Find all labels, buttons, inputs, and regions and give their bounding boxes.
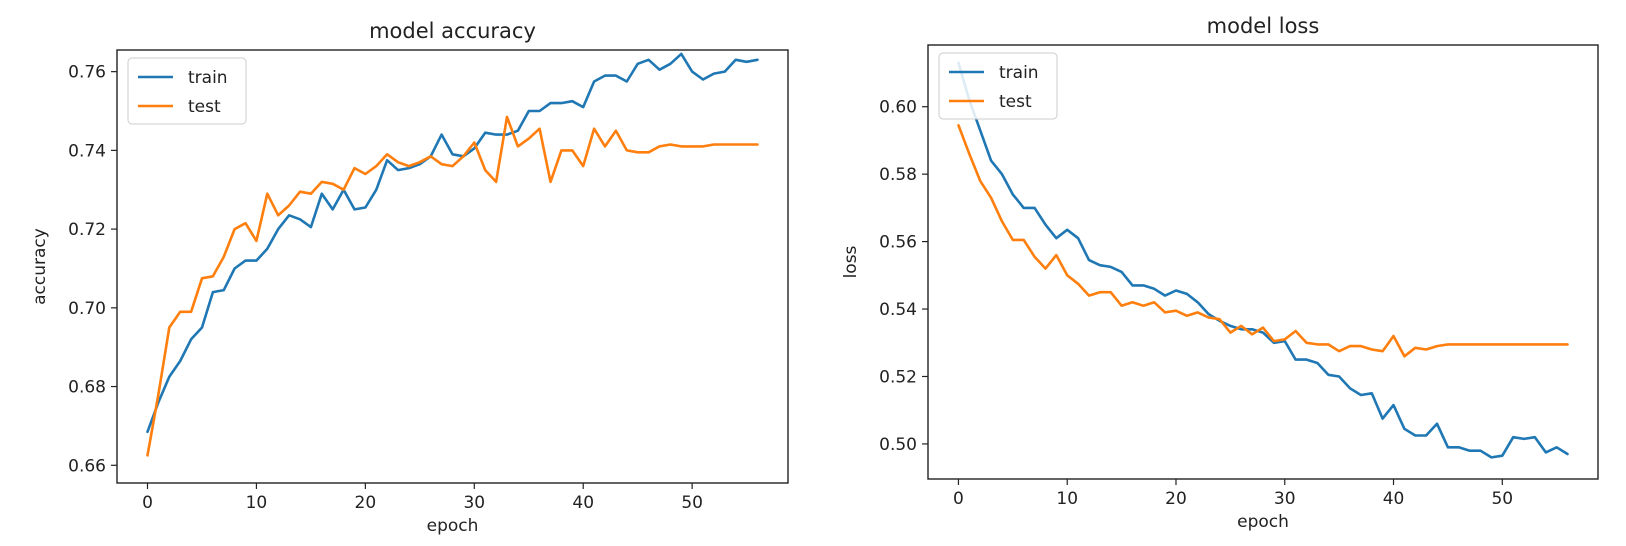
y-tick-label: 0.60 [879, 98, 917, 118]
legend-label-test: test [999, 92, 1032, 112]
x-tick-label: 20 [1165, 489, 1187, 509]
y-tick-label: 0.76 [68, 63, 106, 83]
chart-title: model loss [1207, 14, 1320, 38]
legend-box [127, 57, 247, 125]
chart-panel-1: model accuracy 0 10 20 30 40 50 0.66 0.68 0.70 0.7… [30, 19, 789, 536]
series-line-train [146, 52, 759, 434]
y-tick-label: 0.66 [68, 456, 106, 476]
y-tick-label: 0.68 [68, 378, 106, 398]
y-tick-label: 0.74 [68, 141, 106, 161]
y-axis-label: loss [841, 245, 861, 278]
x-tick-label: 50 [681, 493, 703, 513]
y-tick-label: 0.52 [879, 367, 917, 387]
y-tick-label: 0.58 [879, 165, 917, 185]
x-tick-label: 40 [572, 493, 594, 513]
series-line-test [146, 115, 759, 457]
x-axis-label: epoch [427, 516, 479, 536]
y-tick-label: 0.50 [879, 435, 917, 455]
legend-label-test: test [188, 97, 221, 117]
legend-label-train: train [188, 68, 228, 88]
x-tick-label: 30 [463, 493, 485, 513]
x-tick-label: 0 [142, 493, 153, 513]
x-tick-label: 0 [953, 489, 964, 509]
x-tick-label: 50 [1491, 489, 1513, 509]
series-line-test [957, 124, 1569, 358]
x-tick-label: 40 [1383, 489, 1405, 509]
legend-label-train: train [999, 63, 1039, 83]
legend-box [938, 52, 1058, 120]
y-tick-label: 0.54 [879, 300, 917, 320]
y-tick-label: 0.72 [68, 220, 106, 240]
y-tick-label: 0.56 [879, 233, 917, 253]
legend: train test [938, 52, 1058, 120]
y-axis-label: accuracy [30, 228, 50, 305]
legend: train test [127, 57, 247, 125]
x-axis-label: epoch [1237, 512, 1289, 532]
plot-frame [927, 44, 1599, 480]
x-tick-label: 10 [1056, 489, 1078, 509]
chart-panel-2: model loss 0 10 20 30 40 50 0.50 0.52 0.54 0.56 0.5… [841, 14, 1599, 532]
chart-title: model accuracy [369, 19, 536, 43]
y-tick-label: 0.70 [68, 299, 106, 319]
x-tick-label: 30 [1274, 489, 1296, 509]
x-tick-label: 20 [355, 493, 377, 513]
plot-frame [116, 49, 789, 484]
series-line-train [957, 61, 1569, 459]
x-tick-label: 10 [246, 493, 268, 513]
